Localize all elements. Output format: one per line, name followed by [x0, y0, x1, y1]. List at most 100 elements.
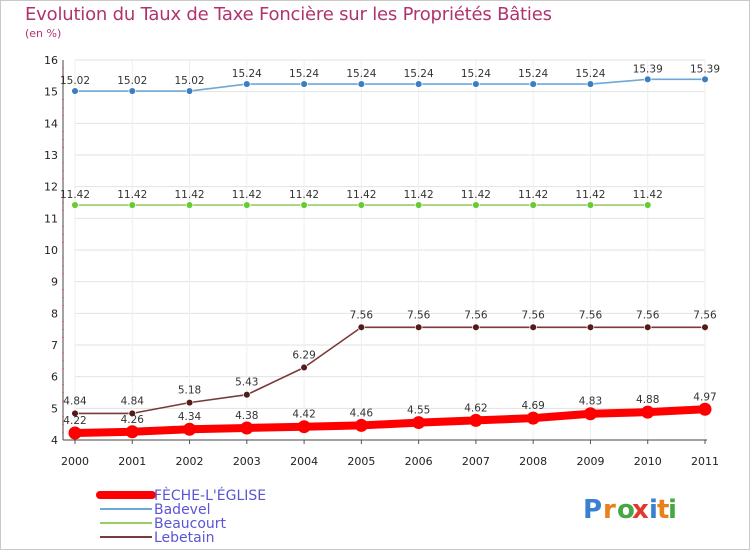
data-point	[586, 323, 595, 332]
y-tick-label: 14	[44, 117, 58, 130]
data-point	[472, 323, 480, 332]
data-point	[68, 426, 82, 440]
y-minor-tick	[62, 241, 64, 243]
y-minor-tick	[62, 383, 64, 386]
y-minor-tick	[62, 114, 64, 117]
x-tick-label: 2006	[405, 455, 433, 468]
data-label: 4.83	[579, 396, 602, 408]
y-tick-label: 15	[44, 86, 58, 99]
data-label: 4.84	[121, 395, 145, 407]
y-minor-tick	[62, 320, 64, 323]
y-minor-tick	[62, 138, 64, 140]
data-point	[243, 80, 251, 88]
data-point	[643, 323, 652, 332]
data-point	[71, 87, 79, 95]
data-point	[701, 323, 709, 332]
x-tick-label: 2001	[118, 455, 146, 468]
chart-title: Evolution du Taux de Taxe Foncière sur l…	[25, 4, 552, 25]
y-minor-tick	[62, 265, 64, 267]
data-label: 4.84	[63, 395, 87, 407]
series-layer	[68, 75, 712, 440]
y-tick-label: 12	[44, 181, 58, 194]
y-tick-label: 8	[51, 307, 58, 320]
x-tick-label: 2011	[691, 455, 719, 468]
logo-letter: P	[583, 495, 602, 525]
data-label: 7.56	[350, 309, 374, 321]
series-line	[71, 405, 709, 438]
unit-label: (en %)	[25, 27, 62, 40]
x-tick-label: 2003	[233, 455, 261, 468]
data-label: 6.29	[292, 349, 315, 361]
data-label: 4.55	[407, 405, 430, 417]
legend-label: Badevel	[154, 502, 210, 518]
y-minor-tick	[62, 193, 64, 196]
logo-letter: t	[657, 495, 669, 525]
y-minor-tick	[62, 272, 64, 275]
y-tick-label: 5	[51, 402, 58, 415]
y-minor-tick	[62, 67, 64, 69]
x-tick-label: 2010	[634, 455, 662, 468]
x-tick-label: 2002	[176, 455, 204, 468]
data-point	[643, 75, 652, 84]
y-minor-tick	[62, 233, 64, 235]
y-minor-tick	[62, 162, 64, 164]
data-label: 11.42	[404, 189, 434, 201]
legend-label: Beaucourt	[154, 516, 227, 532]
y-tick-label: 9	[51, 276, 58, 289]
data-label: 7.56	[464, 309, 488, 321]
data-point	[300, 363, 308, 372]
y-minor-tick	[62, 328, 64, 330]
data-label: 7.56	[636, 309, 660, 321]
data-point	[529, 201, 537, 209]
logo-letter: i	[668, 495, 677, 525]
data-point	[71, 409, 79, 418]
data-label: 15.24	[461, 68, 491, 80]
data-point	[414, 201, 423, 209]
data-point	[357, 80, 366, 88]
y-tick-label: 4	[51, 434, 58, 447]
y-tick-label: 10	[44, 244, 58, 257]
data-point	[472, 201, 480, 209]
data-point	[185, 87, 194, 95]
data-point	[641, 405, 655, 419]
y-tick-label: 6	[51, 371, 58, 384]
data-point	[414, 323, 423, 332]
y-minor-tick	[62, 415, 64, 418]
logo-letter: o	[617, 495, 635, 525]
data-point	[469, 413, 483, 427]
y-minor-tick	[62, 336, 64, 338]
x-tick-label: 2004	[290, 455, 318, 468]
data-label: 5.43	[235, 377, 258, 389]
series-line	[74, 78, 706, 92]
data-label: 11.42	[289, 189, 319, 201]
data-label: 11.42	[117, 189, 147, 201]
data-label: 15.02	[60, 75, 90, 87]
y-minor-tick	[62, 391, 64, 394]
data-point	[300, 80, 308, 88]
y-tick-label: 7	[51, 339, 58, 352]
data-point	[643, 201, 652, 209]
y-minor-tick	[62, 423, 64, 425]
data-label: 4.34	[178, 411, 202, 423]
y-minor-tick	[62, 75, 64, 77]
y-minor-tick	[62, 170, 64, 172]
data-label: 15.24	[289, 68, 319, 80]
data-label: 7.56	[521, 309, 545, 321]
data-point	[243, 201, 251, 209]
data-label: 4.22	[63, 415, 86, 427]
data-point	[357, 323, 366, 332]
data-label: 15.24	[404, 68, 434, 80]
data-point	[586, 201, 595, 209]
x-tick-label: 2009	[576, 455, 604, 468]
data-point	[128, 201, 137, 209]
data-label: 11.42	[461, 189, 491, 201]
y-minor-tick	[62, 106, 64, 109]
y-minor-tick	[62, 399, 64, 402]
data-label: 4.88	[636, 394, 659, 406]
data-label: 7.56	[579, 309, 603, 321]
data-label: 4.42	[292, 409, 315, 421]
y-minor-tick	[62, 296, 64, 299]
y-minor-tick	[62, 209, 64, 212]
value-label-layer: 15.02 15.02 15.02 15.24 15.24 15.24 15.24 15.24…	[60, 63, 720, 427]
